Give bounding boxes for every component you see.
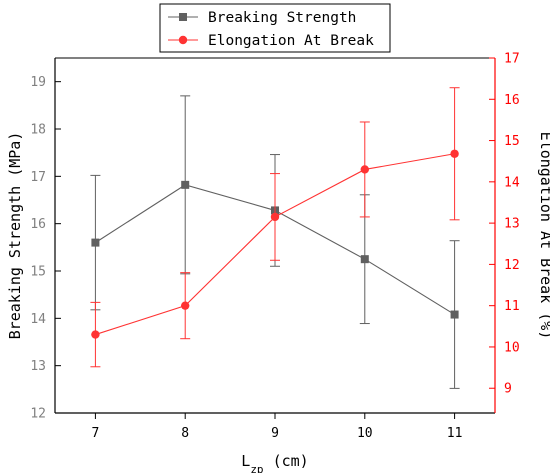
- data-point-circle: [450, 149, 459, 158]
- data-point-square: [181, 180, 190, 189]
- series-layer: [90, 87, 460, 389]
- x-tick-label: 7: [91, 426, 99, 441]
- series-elongation-at-break: [90, 87, 460, 368]
- legend-entry: Elongation At Break: [168, 33, 374, 49]
- data-point-square: [91, 238, 100, 247]
- left-tick-label: 19: [30, 75, 46, 90]
- right-tick-label: 14: [504, 175, 520, 190]
- legend-label: Breaking Strength: [208, 10, 356, 26]
- left-tick-label: 16: [30, 217, 46, 232]
- left-tick-label: 13: [30, 359, 46, 374]
- right-tick-label: 17: [504, 52, 520, 67]
- legend: Breaking Strength Elongation At Break: [159, 3, 391, 53]
- plot-frame: [54, 57, 496, 414]
- x-tick-label: 10: [357, 426, 373, 441]
- left-axis-title: Breaking Strength (MPa): [6, 132, 24, 340]
- right-tick-label: 15: [504, 134, 520, 149]
- right-axis-title: Elongation At Break (%): [537, 132, 550, 340]
- right-tick-label: 13: [504, 217, 520, 232]
- legend-entry: Breaking Strength: [168, 10, 356, 26]
- right-tick-label: 10: [504, 340, 520, 355]
- left-tick-label: 18: [30, 123, 46, 138]
- legend-label: Elongation At Break: [208, 33, 374, 49]
- right-tick-label: 12: [504, 258, 520, 273]
- data-point-circle: [360, 165, 369, 174]
- x-axis-title-main: L: [241, 452, 250, 470]
- right-tick-label: 9: [504, 382, 512, 397]
- legend-box: [159, 3, 391, 53]
- x-tick-label: 9: [271, 426, 279, 441]
- x-axis-title: Lzp (cm): [241, 452, 308, 473]
- x-tick-label: 11: [447, 426, 463, 441]
- right-tick-label: 16: [504, 93, 520, 108]
- left-tick-label: 15: [30, 265, 46, 280]
- data-point-circle: [91, 330, 100, 339]
- left-tick-label: 12: [30, 407, 46, 422]
- left-tick-label: 17: [30, 170, 46, 185]
- data-point-circle: [270, 212, 280, 222]
- x-axis: 7 8 9 10 11 Lzp (cm): [91, 413, 462, 473]
- legend-marker-square: [179, 13, 187, 21]
- data-point-circle: [181, 301, 190, 310]
- right-y-axis: 9 10 11 12 13 14 15 16 17 Elongation At Break (%): [489, 52, 550, 397]
- data-point-square: [360, 255, 369, 264]
- left-y-axis: 12 13 14 15 16 17 18 19 Breaking Strength (MPa): [6, 75, 61, 422]
- data-point-square: [450, 310, 459, 319]
- right-tick-label: 11: [504, 299, 520, 314]
- legend-marker-circle: [178, 35, 188, 45]
- x-axis-title-unit: (cm): [264, 452, 309, 470]
- left-tick-label: 14: [30, 312, 46, 327]
- x-axis-title-subscript: zp: [250, 463, 263, 473]
- x-tick-label: 8: [181, 426, 189, 441]
